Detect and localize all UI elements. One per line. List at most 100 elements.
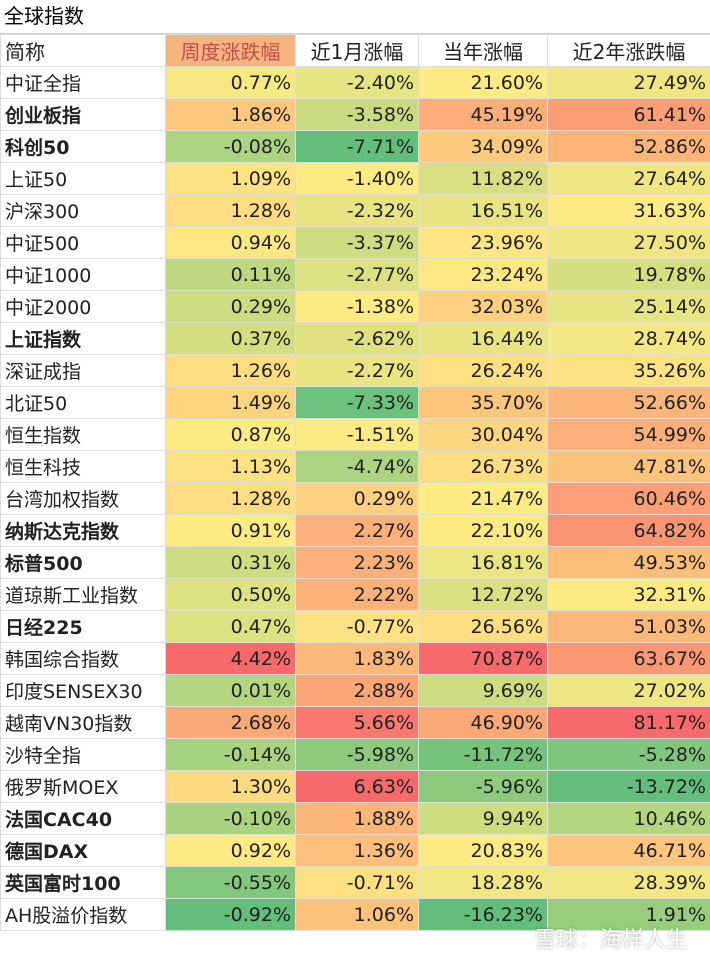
index-name: 日经225: [0, 610, 166, 643]
value-cell: 28.39%: [547, 866, 710, 899]
value-cell: -3.58%: [295, 98, 419, 131]
data-row: 德国DAX 0.92% 1.36% 20.83% 46.71%: [0, 834, 710, 867]
value-cell: 1.26%: [165, 354, 296, 387]
value-cell: 46.71%: [547, 834, 710, 867]
value-cell: 21.60%: [418, 66, 548, 99]
value-cell: 52.86%: [547, 130, 710, 163]
value-cell: 2.68%: [165, 706, 296, 739]
value-cell: 5.66%: [295, 706, 419, 739]
index-table: 简称 周度涨跌幅 近1月涨幅 当年涨幅 近2年涨跌幅 中证全指 0.77% -2.40% 21.…: [0, 34, 710, 931]
index-name: 俄罗斯MOEX: [0, 770, 166, 803]
value-cell: -2.40%: [295, 66, 419, 99]
value-cell: 0.31%: [165, 546, 296, 579]
data-row: 北证50 1.49% -7.33% 35.70% 52.66%: [0, 386, 710, 419]
value-cell: -0.08%: [165, 130, 296, 163]
value-cell: -2.27%: [295, 354, 419, 387]
data-row: 英国富时100 -0.55% -0.71% 18.28% 28.39%: [0, 866, 710, 899]
value-cell: -5.28%: [547, 738, 710, 771]
value-cell: 1.36%: [295, 834, 419, 867]
value-cell: 1.86%: [165, 98, 296, 131]
index-name: 恒生科技: [0, 450, 166, 483]
value-cell: 81.17%: [547, 706, 710, 739]
data-row: 恒生指数 0.87% -1.51% 30.04% 54.99%: [0, 418, 710, 451]
value-cell: 51.03%: [547, 610, 710, 643]
value-cell: 0.01%: [165, 674, 296, 707]
value-cell: -0.10%: [165, 802, 296, 835]
data-row: 印度SENSEX30 0.01% 2.88% 9.69% 27.02%: [0, 674, 710, 707]
value-cell: 16.44%: [418, 322, 548, 355]
index-name: 韩国综合指数: [0, 642, 166, 675]
value-cell: 4.42%: [165, 642, 296, 675]
header-row: 简称 周度涨跌幅 近1月涨幅 当年涨幅 近2年涨跌幅: [0, 34, 710, 67]
index-name: 上证50: [0, 162, 166, 195]
value-cell: 16.81%: [418, 546, 548, 579]
index-name: 标普500: [0, 546, 166, 579]
data-row: 沙特全指 -0.14% -5.98% -11.72% -5.28%: [0, 738, 710, 771]
value-cell: 70.87%: [418, 642, 548, 675]
value-cell: -2.32%: [295, 194, 419, 227]
index-name: 创业板指: [0, 98, 166, 131]
value-cell: 32.31%: [547, 578, 710, 611]
index-name: 科创50: [0, 130, 166, 163]
value-cell: 45.19%: [418, 98, 548, 131]
value-cell: 60.46%: [547, 482, 710, 515]
value-cell: 1.28%: [165, 194, 296, 227]
data-row: 科创50 -0.08% -7.71% 34.09% 52.86%: [0, 130, 710, 163]
value-cell: 28.74%: [547, 322, 710, 355]
value-cell: -0.55%: [165, 866, 296, 899]
index-name: 中证500: [0, 226, 166, 259]
value-cell: 47.81%: [547, 450, 710, 483]
value-cell: 32.03%: [418, 290, 548, 323]
data-row: 中证2000 0.29% -1.38% 32.03% 25.14%: [0, 290, 710, 323]
value-cell: 0.37%: [165, 322, 296, 355]
value-cell: 0.47%: [165, 610, 296, 643]
index-name: 中证1000: [0, 258, 166, 291]
value-cell: 52.66%: [547, 386, 710, 419]
value-cell: 1.83%: [295, 642, 419, 675]
header-cell: 简称: [0, 34, 166, 67]
value-cell: 49.53%: [547, 546, 710, 579]
value-cell: 35.26%: [547, 354, 710, 387]
value-cell: 2.88%: [295, 674, 419, 707]
data-row: 越南VN30指数 2.68% 5.66% 46.90% 81.17%: [0, 706, 710, 739]
index-name: 纳斯达克指数: [0, 514, 166, 547]
value-cell: 9.69%: [418, 674, 548, 707]
value-cell: -7.33%: [295, 386, 419, 419]
value-cell: 0.50%: [165, 578, 296, 611]
data-row: 创业板指 1.86% -3.58% 45.19% 61.41%: [0, 98, 710, 131]
value-cell: 19.78%: [547, 258, 710, 291]
data-row: 俄罗斯MOEX 1.30% 6.63% -5.96% -13.72%: [0, 770, 710, 803]
data-row: 道琼斯工业指数 0.50% 2.22% 12.72% 32.31%: [0, 578, 710, 611]
value-cell: 0.92%: [165, 834, 296, 867]
value-cell: 34.09%: [418, 130, 548, 163]
value-cell: 0.77%: [165, 66, 296, 99]
data-row: 上证50 1.09% -1.40% 11.82% 27.64%: [0, 162, 710, 195]
value-cell: 1.13%: [165, 450, 296, 483]
value-cell: 2.22%: [295, 578, 419, 611]
value-cell: 1.09%: [165, 162, 296, 195]
value-cell: 0.87%: [165, 418, 296, 451]
index-name: 北证50: [0, 386, 166, 419]
data-row: 标普500 0.31% 2.23% 16.81% 49.53%: [0, 546, 710, 579]
value-cell: 1.88%: [295, 802, 419, 835]
index-name: 法国CAC40: [0, 802, 166, 835]
value-cell: 1.49%: [165, 386, 296, 419]
index-name: 道琼斯工业指数: [0, 578, 166, 611]
index-name: 中证2000: [0, 290, 166, 323]
header-cell: 近1月涨幅: [295, 34, 419, 67]
value-cell: 31.63%: [547, 194, 710, 227]
index-name: 上证指数: [0, 322, 166, 355]
value-cell: 26.73%: [418, 450, 548, 483]
value-cell: 26.56%: [418, 610, 548, 643]
value-cell: 16.51%: [418, 194, 548, 227]
index-name: AH股溢价指数: [0, 898, 166, 931]
value-cell: 54.99%: [547, 418, 710, 451]
index-name: 深证成指: [0, 354, 166, 387]
value-cell: 0.29%: [165, 290, 296, 323]
value-cell: -3.37%: [295, 226, 419, 259]
index-name: 沙特全指: [0, 738, 166, 771]
header-cell: 当年涨幅: [418, 34, 548, 67]
table-title: 全球指数: [0, 0, 710, 34]
index-name: 沪深300: [0, 194, 166, 227]
